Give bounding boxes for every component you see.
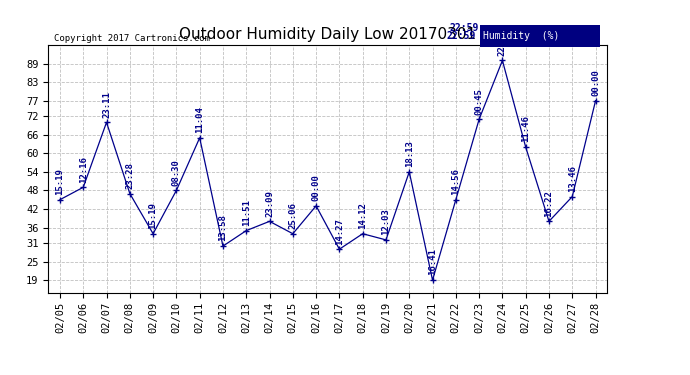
Text: 14:12: 14:12: [358, 202, 367, 229]
Text: 11:51: 11:51: [241, 199, 250, 226]
Text: 18:13: 18:13: [405, 140, 414, 167]
Text: 15:19: 15:19: [55, 168, 64, 195]
Text: 11:04: 11:04: [195, 106, 204, 133]
Text: 23:28: 23:28: [126, 162, 135, 189]
Text: 13:58: 13:58: [219, 214, 228, 242]
Text: 23:11: 23:11: [102, 91, 111, 118]
Text: 14:27: 14:27: [335, 217, 344, 244]
Text: 22:59: 22:59: [446, 31, 476, 41]
Text: 11:46: 11:46: [521, 116, 530, 142]
Text: 00:00: 00:00: [312, 174, 321, 201]
Text: Copyright 2017 Cartronics.com: Copyright 2017 Cartronics.com: [54, 33, 210, 42]
Text: 22:59: 22:59: [449, 22, 479, 33]
Text: 00:45: 00:45: [475, 88, 484, 115]
Text: 23:09: 23:09: [265, 190, 274, 217]
Text: 00:00: 00:00: [591, 69, 600, 96]
Text: 25:06: 25:06: [288, 202, 297, 229]
Title: Outdoor Humidity Daily Low 20170301: Outdoor Humidity Daily Low 20170301: [179, 27, 476, 42]
Text: 15:19: 15:19: [148, 202, 157, 229]
Text: 13:46: 13:46: [568, 165, 577, 192]
Text: 22:59: 22:59: [498, 29, 507, 56]
Text: Humidity  (%): Humidity (%): [483, 31, 560, 41]
Text: 08:30: 08:30: [172, 159, 181, 186]
Text: 16:41: 16:41: [428, 249, 437, 276]
Text: 12:03: 12:03: [382, 209, 391, 235]
Text: 16:22: 16:22: [544, 190, 553, 217]
Text: 12:16: 12:16: [79, 156, 88, 183]
Text: 14:56: 14:56: [451, 168, 460, 195]
